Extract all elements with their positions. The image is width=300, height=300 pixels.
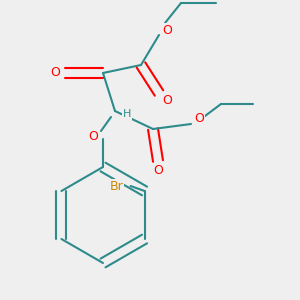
Text: O: O <box>153 164 163 178</box>
Text: O: O <box>194 112 204 125</box>
Text: Br: Br <box>110 179 123 193</box>
Text: O: O <box>162 94 172 107</box>
Text: H: H <box>123 109 131 119</box>
Text: O: O <box>50 67 60 80</box>
Text: O: O <box>88 130 98 142</box>
Text: O: O <box>162 23 172 37</box>
